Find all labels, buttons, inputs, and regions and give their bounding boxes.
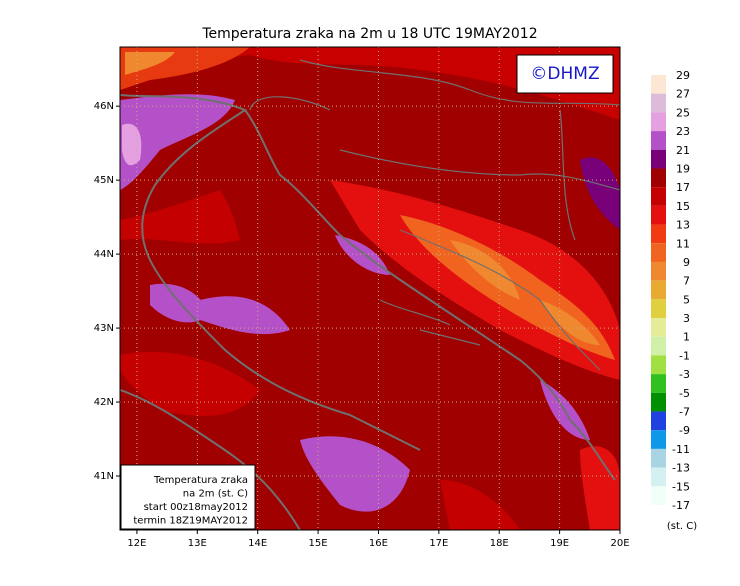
colorbar-label: -1 [679,349,690,362]
colorbar-label: -15 [672,480,690,493]
y-tick-label: 44N [94,249,114,260]
colorbar-label: 17 [676,181,690,194]
colorbar-swatch [651,187,666,206]
colorbar-label: -7 [679,406,690,419]
colorbar-swatch [651,205,666,225]
colorbar: 29 27 25 23 21 19 17 15 13 11 9 7 5 3 1 -1 -3 -5 -7 -9 -11 -1… [651,69,690,512]
colorbar-label: 27 [676,88,690,101]
x-tick-label: 12E [127,538,146,549]
colorbar-label: 15 [676,200,690,213]
x-tick-label: 13E [188,538,207,549]
colorbar-swatch [651,336,666,356]
colorbar-swatch [651,149,666,169]
colorbar-swatch [651,392,666,412]
logo-box [516,54,614,94]
logo: ©DHMZ [530,64,599,84]
colorbar-label: 5 [683,293,690,306]
x-tick-label: 14E [248,538,267,549]
colorbar-label: 3 [683,312,690,325]
y-tick-label: 42N [94,397,114,408]
colorbar-label: 7 [683,275,690,288]
colorbar-swatch [651,430,666,449]
map-frame [119,46,621,531]
colorbar-label: -11 [672,443,690,456]
x-tick-label: 15E [309,538,328,549]
colorbar-swatch [651,448,666,468]
colorbar-swatch [651,243,666,262]
colorbar-swatch [651,467,666,487]
colorbar-swatch [651,486,666,505]
x-tick-label: 18E [490,538,509,549]
info-line: Temperatura zraka [153,475,248,486]
colorbar-label: 29 [676,69,690,82]
colorbar-label: -9 [679,424,690,437]
colorbar-swatch [651,112,666,132]
info-line: na 2m (st. C) [183,489,248,500]
colorbar-swatch [651,75,666,94]
grid [120,47,621,530]
y-tick-label: 46N [94,101,114,112]
colorbar-label: 11 [676,237,690,250]
colorbar-label: 1 [683,331,690,344]
colorbar-label: 19 [676,162,690,175]
colorbar-swatch [651,374,666,393]
colorbar-swatch [651,168,666,188]
colorbar-label: 23 [676,125,690,138]
info-box [120,464,256,530]
colorbar-label: 13 [676,219,690,232]
x-tick-label: 16E [369,538,388,549]
colorbar-swatch [651,261,666,281]
colorbar-label: -5 [679,387,690,400]
x-tick-label: 20E [610,538,629,549]
y-tick-label: 41N [94,471,114,482]
colorbar-swatch [651,411,666,431]
y-tick-label: 43N [94,323,114,334]
colorbar-swatch [651,299,666,319]
colorbar-label: -13 [672,462,690,475]
info-line: termin 18Z19MAY2012 [133,516,248,527]
info-line: start 00z18may2012 [144,502,248,513]
temperature-field [120,47,620,530]
colorbar-swatch [651,224,666,244]
colorbar-swatch [651,318,666,337]
colorbar-unit: (st. C) [667,521,697,532]
y-tick-label: 45N [94,175,114,186]
colorbar-swatch [651,280,666,300]
x-tick-label: 19E [550,538,569,549]
colorbar-label: 21 [676,144,690,157]
colorbar-swatch [651,131,666,150]
x-tick-label: 17E [429,538,448,549]
colorbar-swatch [651,93,666,113]
colorbar-label: 9 [683,256,690,269]
colorbar-label: 25 [676,106,690,119]
colorbar-label: -3 [679,368,690,381]
colorbar-label: -17 [672,499,690,512]
title: Temperatura zraka na 2m u 18 UTC 19MAY20… [201,26,537,42]
info-text: Temperatura zraka na 2m (st. C) start 00z1… [133,475,248,527]
colorbar-swatch [651,355,666,375]
